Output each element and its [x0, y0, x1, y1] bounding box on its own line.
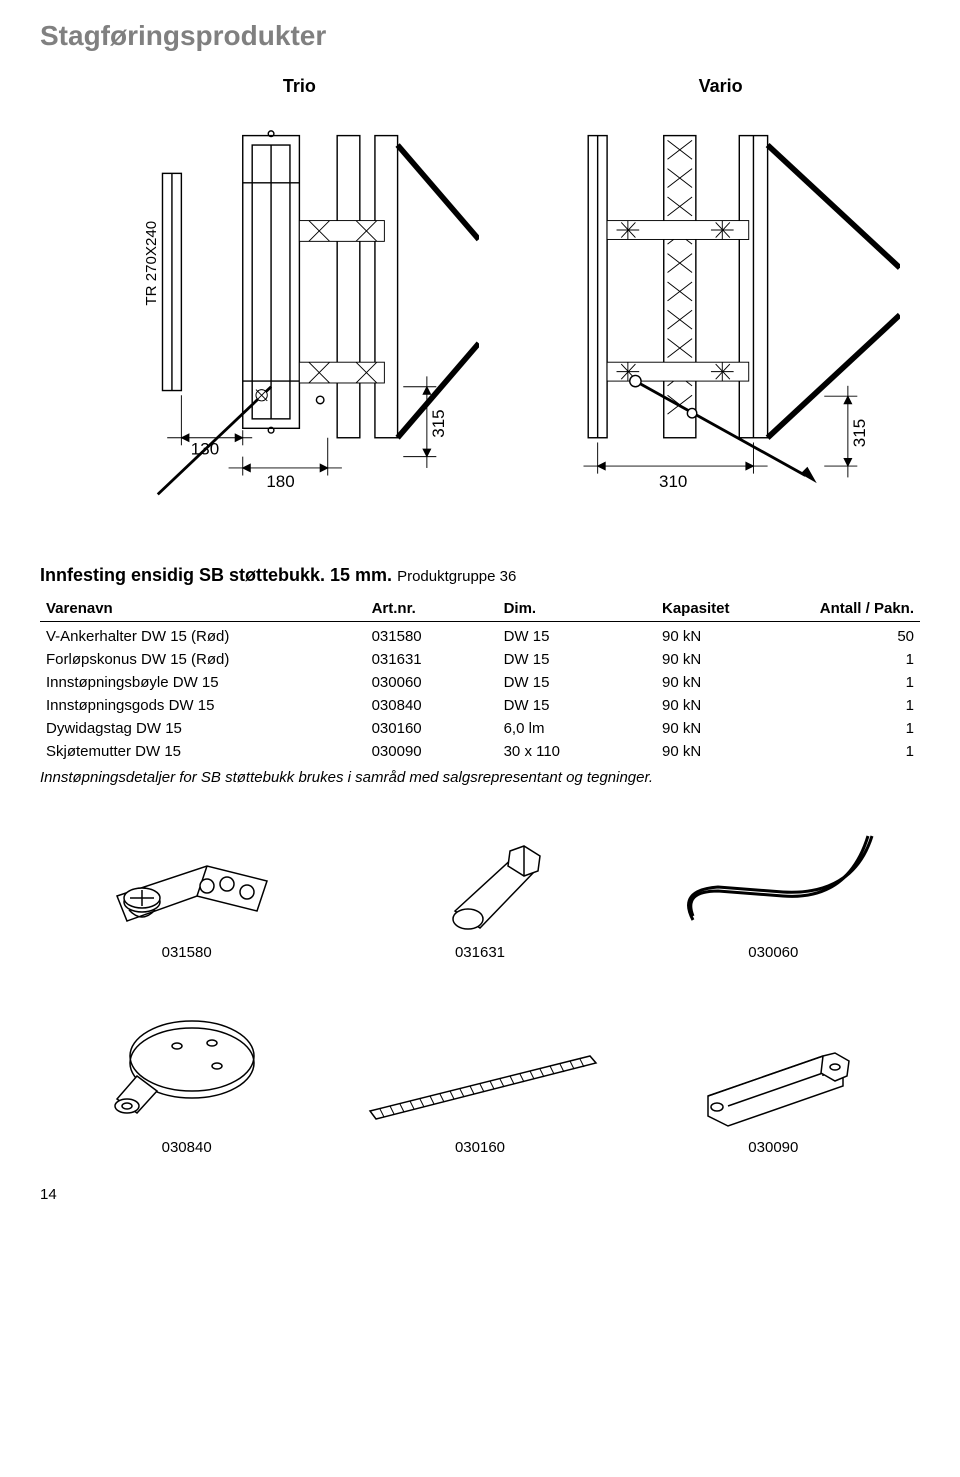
diagram-vario: Vario [541, 76, 900, 525]
table-row: Innstøpningsgods DW 15030840DW 1590 kN1 [40, 694, 920, 717]
cell-art: 031631 [366, 648, 498, 671]
part-label-031631: 031631 [455, 944, 505, 961]
table-row: Dywidagstag DW 150301606,0 lm90 kN1 [40, 717, 920, 740]
diagram-trio: Trio [120, 76, 479, 525]
page-number: 14 [40, 1186, 920, 1203]
cell-dim: DW 15 [498, 648, 656, 671]
part-label-031580: 031580 [162, 944, 212, 961]
page-title: Stagføringsprodukter [40, 20, 920, 52]
svg-text:180: 180 [266, 472, 294, 491]
svg-text:315: 315 [850, 419, 869, 447]
th-kap: Kapasitet [656, 596, 788, 622]
th-art: Art.nr. [366, 596, 498, 622]
table-row: Forløpskonus DW 15 (Rød)031631DW 1590 kN… [40, 648, 920, 671]
cell-dim: 30 x 110 [498, 740, 656, 763]
diagram-trio-label: Trio [120, 76, 479, 97]
cell-dim: 6,0 lm [498, 717, 656, 740]
cell-dim: DW 15 [498, 694, 656, 717]
cell-name: Innstøpningsbøyle DW 15 [40, 671, 366, 694]
product-table: Varenavn Art.nr. Dim. Kapasitet Antall /… [40, 596, 920, 763]
table-row: Innstøpningsbøyle DW 15030060DW 1590 kN1 [40, 671, 920, 694]
cell-name: Skjøtemutter DW 15 [40, 740, 366, 763]
th-name: Varenavn [40, 596, 366, 622]
cell-kap: 90 kN [656, 694, 788, 717]
section-heading-sub: Produktgruppe 36 [397, 568, 516, 585]
cell-ant: 50 [788, 622, 920, 649]
cell-art: 030090 [366, 740, 498, 763]
cell-ant: 1 [788, 694, 920, 717]
section-heading: Innfesting ensidig SB støttebukk. 15 mm.… [40, 565, 920, 586]
svg-text:TR 270X240: TR 270X240 [143, 221, 160, 306]
diagram-row: Trio [40, 76, 920, 525]
part-031580: 031580 [40, 816, 333, 961]
cell-name: V-Ankerhalter DW 15 (Rød) [40, 622, 366, 649]
part-label-030160: 030160 [455, 1139, 505, 1156]
th-dim: Dim. [498, 596, 656, 622]
cell-kap: 90 kN [656, 622, 788, 649]
part-030060: 030060 [627, 816, 920, 961]
part-030840: 030840 [40, 1001, 333, 1156]
table-row: Skjøtemutter DW 1503009030 x 11090 kN1 [40, 740, 920, 763]
cell-ant: 1 [788, 648, 920, 671]
cell-name: Innstøpningsgods DW 15 [40, 694, 366, 717]
cell-art: 030060 [366, 671, 498, 694]
parts-grid: 031580 031631 030060 [40, 816, 920, 1156]
section-heading-main: Innfesting ensidig SB støttebukk. 15 mm. [40, 565, 392, 585]
cell-ant: 1 [788, 740, 920, 763]
cell-dim: DW 15 [498, 622, 656, 649]
part-label-030840: 030840 [162, 1139, 212, 1156]
cell-kap: 90 kN [656, 740, 788, 763]
cell-art: 031580 [366, 622, 498, 649]
cell-kap: 90 kN [656, 671, 788, 694]
cell-kap: 90 kN [656, 717, 788, 740]
cell-art: 030160 [366, 717, 498, 740]
th-ant: Antall / Pakn. [788, 596, 920, 622]
diagram-vario-label: Vario [541, 76, 900, 97]
cell-kap: 90 kN [656, 648, 788, 671]
part-030090: 030090 [627, 1001, 920, 1156]
cell-name: Forløpskonus DW 15 (Rød) [40, 648, 366, 671]
cell-ant: 1 [788, 671, 920, 694]
cell-dim: DW 15 [498, 671, 656, 694]
part-label-030090: 030090 [748, 1139, 798, 1156]
cell-art: 030840 [366, 694, 498, 717]
part-031631: 031631 [333, 816, 626, 961]
part-030160: 030160 [333, 1001, 626, 1156]
table-row: V-Ankerhalter DW 15 (Rød)031580DW 1590 k… [40, 622, 920, 649]
table-note: Innstøpningsdetaljer for SB støttebukk b… [40, 769, 920, 786]
svg-text:310: 310 [659, 472, 687, 491]
diagram-vario-drawing: 310 315 [541, 105, 900, 525]
svg-text:130: 130 [191, 440, 219, 459]
diagram-trio-drawing: TR 270X240 130 180 [120, 105, 479, 525]
part-label-030060: 030060 [748, 944, 798, 961]
cell-name: Dywidagstag DW 15 [40, 717, 366, 740]
svg-text:315: 315 [429, 409, 448, 437]
cell-ant: 1 [788, 717, 920, 740]
